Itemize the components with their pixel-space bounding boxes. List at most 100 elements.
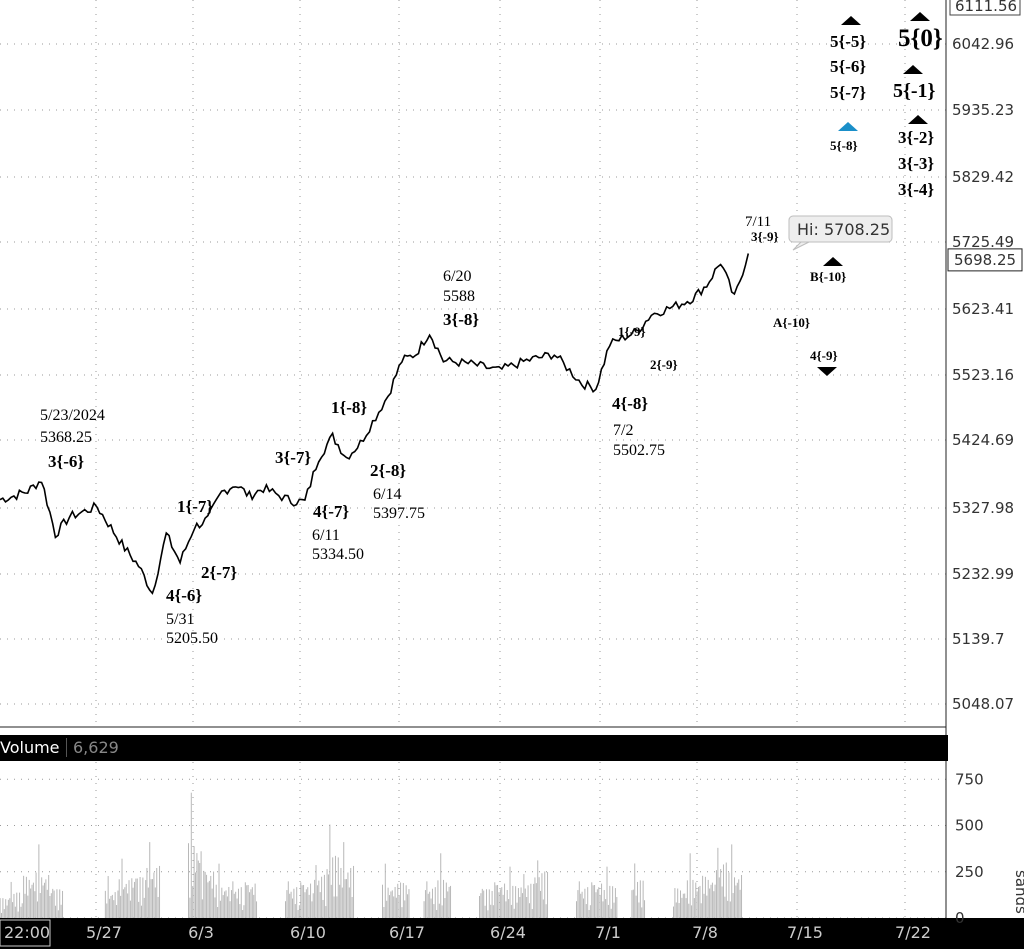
volume-bar: [333, 896, 335, 918]
volume-bar: [38, 844, 40, 918]
volume-bar: [104, 890, 106, 918]
volume-bar: [402, 883, 404, 918]
volume-bar: [688, 903, 690, 918]
volume-bar: [448, 886, 450, 918]
volume-bar: [540, 890, 542, 918]
volume-bar: [382, 884, 383, 918]
volume-bar: [230, 890, 232, 918]
x-first-label-box: [0, 919, 51, 947]
volume-bar: [287, 881, 289, 918]
volume-bar: [3, 909, 5, 918]
volume-bar: [323, 874, 325, 918]
volume-bar: [340, 867, 342, 918]
volume-bar: [132, 887, 134, 918]
volume-bar: [138, 901, 140, 918]
volume-bar: [547, 872, 549, 918]
up-arrow-5-8: [838, 122, 858, 131]
volume-bar: [9, 898, 11, 918]
volume-bar: [150, 879, 152, 918]
volume-bar: [159, 865, 161, 918]
x-tick-label: 7/1: [595, 923, 621, 942]
volume-bar: [303, 885, 305, 918]
volume-bar: [696, 891, 698, 918]
volume-bar: [634, 863, 636, 918]
volume-bar: [348, 887, 350, 918]
volume-bar: [408, 889, 410, 918]
y-tick-label: 5327.98: [952, 499, 1014, 517]
volume-bar: [341, 887, 343, 918]
volume-bar: [387, 887, 389, 918]
volume-bar: [644, 900, 646, 918]
volume-bar: [685, 898, 687, 918]
volume-bar: [610, 908, 612, 918]
wave-label: 3{-4}: [898, 180, 934, 199]
volume-bar: [285, 901, 286, 918]
volume-bar: [732, 893, 734, 918]
volume-bar: [487, 910, 489, 918]
wave-label: 2{-7}: [201, 563, 237, 582]
volume-bar: [114, 892, 116, 918]
volume-bar: [193, 846, 195, 918]
volume-bar: [292, 898, 293, 918]
volume-bar: [739, 889, 741, 918]
volume-bar: [0, 898, 1, 918]
volume-bar: [314, 879, 316, 918]
volume-bar: [325, 906, 327, 918]
x-tick-label: 7/8: [692, 923, 718, 942]
up-arrow-5-5: [841, 16, 861, 25]
volume-bar: [490, 904, 492, 918]
volume-bar: [157, 896, 159, 918]
volume-bar: [34, 891, 36, 918]
price-line: [0, 253, 750, 595]
volume-bar: [578, 881, 580, 918]
volume-bar: [142, 877, 144, 918]
volume-bar: [589, 905, 591, 918]
volume-bar: [700, 903, 702, 918]
volume-bar: [686, 880, 688, 918]
annotation-date-price: 7/11: [745, 214, 771, 230]
volume-bar: [693, 898, 695, 918]
volume-bar: [246, 885, 248, 918]
wave-label: 3{-7}: [275, 448, 311, 467]
volume-bar: [400, 882, 402, 918]
volume-bar: [506, 889, 508, 918]
volume-bar: [109, 898, 111, 918]
volume-bar: [594, 885, 596, 918]
volume-bar: [481, 888, 483, 918]
volume-bar: [692, 879, 694, 918]
volume-bar: [118, 879, 120, 918]
volume-bar: [407, 894, 409, 918]
volume-bar: [23, 875, 25, 918]
volume-bar: [242, 910, 244, 918]
volume-bar: [689, 853, 691, 918]
volume-bar: [210, 875, 212, 918]
wave-label: 2{-8}: [370, 461, 406, 480]
volume-bar: [401, 907, 403, 918]
volume-bar: [444, 898, 446, 918]
annotation-date-price: 6/14: [373, 486, 401, 503]
volume-bar: [638, 902, 640, 918]
volume-bar: [244, 882, 246, 918]
volume-bar: [580, 893, 582, 918]
volume-bar: [516, 902, 518, 918]
volume-bar: [505, 901, 507, 918]
volume-bar: [39, 893, 41, 918]
volume-y-tick-label: 750: [955, 770, 984, 788]
volume-bar: [147, 887, 149, 918]
grid-lines: [0, 0, 946, 919]
volume-bar: [213, 871, 215, 918]
volume-bar: [24, 893, 26, 918]
volume-bar: [60, 904, 62, 918]
volume-bar: [436, 910, 438, 918]
volume-bar: [583, 898, 584, 918]
x-tick-label: 5/27: [86, 923, 122, 942]
volume-bar: [715, 870, 717, 918]
volume-bar: [135, 878, 137, 918]
volume-bar: [591, 882, 593, 918]
volume-bar: [680, 890, 681, 918]
volume-bar: [298, 905, 300, 918]
volume-bar: [199, 863, 201, 918]
volume-bar: [383, 907, 385, 918]
up-arrow-5-0: [910, 12, 930, 21]
